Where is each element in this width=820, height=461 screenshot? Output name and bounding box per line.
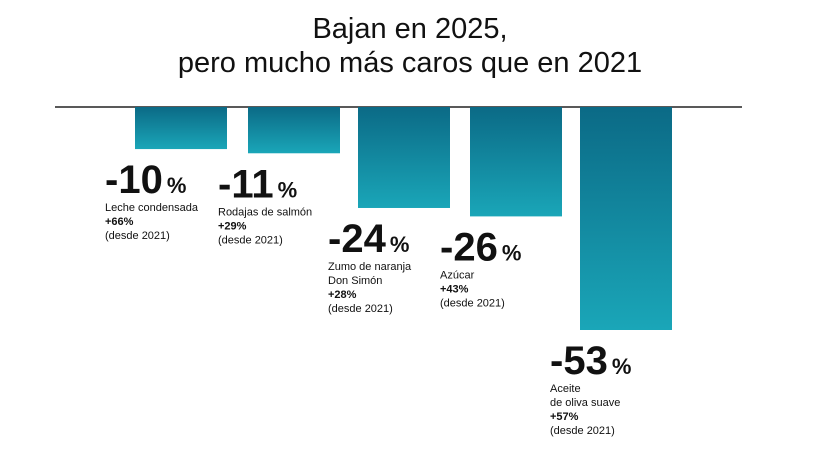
category-label: Rodajas de salmón (218, 206, 312, 218)
increase-note: (desde 2021) (440, 297, 505, 309)
bar (248, 107, 340, 154)
bar (580, 107, 672, 330)
bar (135, 107, 227, 150)
value-label: -24% (328, 217, 409, 261)
category-label: Leche condensada (105, 202, 199, 214)
increase-label: +29% (218, 220, 247, 232)
increase-note: (desde 2021) (105, 230, 170, 242)
bar (470, 107, 562, 217)
increase-label: +57% (550, 411, 579, 423)
category-label: Zumo de naranja Don Simón (328, 261, 412, 287)
category-label: Aceite de oliva suave (550, 383, 620, 409)
increase-label: +66% (105, 216, 134, 228)
chart-title: Bajan en 2025, pero mucho más caros que e… (178, 13, 642, 79)
value-label: -26% (440, 225, 521, 269)
value-label: -10% (105, 158, 186, 202)
increase-note: (desde 2021) (550, 425, 615, 437)
increase-label: +43% (440, 283, 469, 295)
increase-note: (desde 2021) (218, 234, 283, 246)
value-label: -11% (218, 162, 297, 206)
bar (358, 107, 450, 208)
value-label: -53% (550, 339, 631, 383)
increase-note: (desde 2021) (328, 303, 393, 315)
category-label: Azúcar (440, 269, 475, 281)
increase-label: +28% (328, 289, 357, 301)
